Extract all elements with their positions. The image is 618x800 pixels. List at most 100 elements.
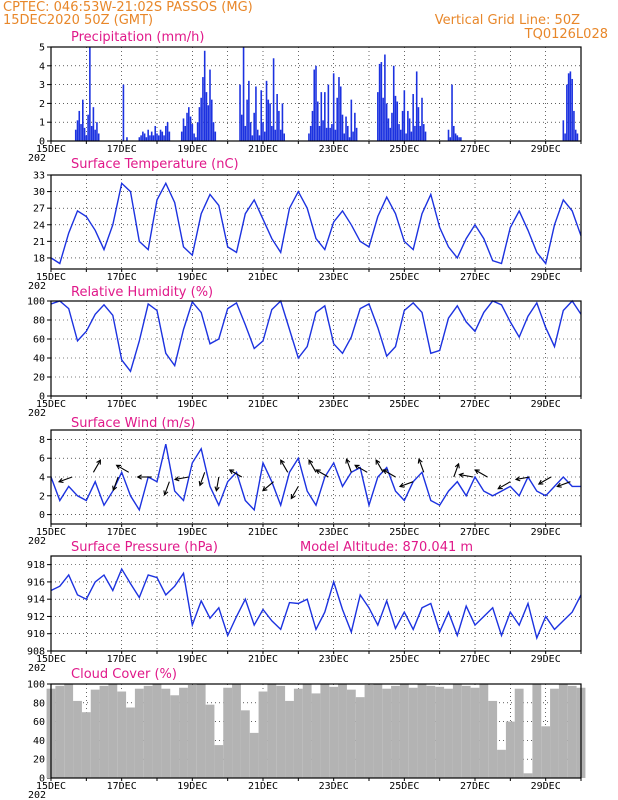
precip-bar (159, 129, 162, 141)
precip-bar (398, 124, 400, 141)
precip-bar (168, 131, 171, 141)
wind-plot-frame (50, 429, 582, 525)
wind-arrow-head (514, 476, 521, 482)
cloud-cover-bar (258, 691, 268, 778)
precip-bar (191, 124, 194, 141)
precip-bar (253, 112, 255, 141)
x-year-label: 202 (28, 663, 46, 674)
x-date-label: 15DEC (36, 527, 66, 538)
cloud-cover-bar (196, 684, 206, 778)
cloud-cover-bar (470, 687, 480, 778)
wind-arrow-head (290, 494, 296, 500)
x-date-label: 25DEC (389, 654, 419, 665)
x-date-label: 27DEC (460, 781, 490, 792)
cloud-cover-panel: Cloud Cover (%) 0 20 40 60 80 100 15DEC 17DEC 19D… (27, 667, 586, 800)
wind-arrow-head (112, 485, 118, 492)
y-tick-label: 914 (27, 595, 45, 606)
cloud-cover-bar (143, 685, 153, 778)
y-tick-label: 918 (27, 560, 45, 571)
x-date-label: 15DEC (36, 399, 66, 410)
y-tick-label: 908 (27, 647, 45, 658)
cloud-cover-bar (514, 688, 524, 778)
temp-panel-title: Surface Temperature (nC) (71, 157, 239, 172)
wind-arrow-head (497, 484, 503, 490)
x-date-label: 29DEC (531, 272, 561, 283)
precip-bar (331, 124, 333, 141)
precip-bar (389, 127, 391, 141)
x-date-label: 23DEC (319, 272, 349, 283)
precip-bar (90, 125, 93, 141)
precip-bar (156, 133, 158, 141)
precip-bar (267, 99, 270, 141)
x-date-label: 17DEC (107, 527, 137, 538)
y-tick-label: 8 (39, 435, 45, 446)
cloud-cover-bar (488, 700, 498, 778)
precip-bar (274, 129, 277, 141)
y-tick-label: 1 (39, 118, 45, 129)
temp-series-line (50, 181, 582, 266)
wind-arrow-head (308, 459, 314, 465)
y-tick-label: 0 (39, 774, 45, 785)
cloud-cover-bar (267, 684, 277, 778)
y-tick-label: 912 (27, 612, 45, 623)
precip-bar (203, 50, 206, 142)
precip-bar (202, 77, 204, 141)
precip-bar (157, 135, 160, 141)
precip-bar (377, 92, 379, 141)
precip-bar (200, 97, 202, 141)
y-tick-label: 20 (33, 755, 45, 766)
y-tick-label: 60 (33, 335, 45, 346)
precip-bar (403, 90, 406, 141)
relative-humidity-panel: Relative Humidity (%) 0 20 40 60 80 100 15DEC 17… (27, 285, 582, 419)
precip-bar (574, 129, 577, 141)
x-date-label: 29DEC (531, 781, 561, 792)
cloud-cover-bar (99, 685, 109, 778)
precip-bar (74, 129, 77, 141)
x-date-label: 15DEC (36, 654, 66, 665)
cloud-cover-bar (532, 684, 542, 778)
x-date-label: 17DEC (107, 654, 137, 665)
x-date-label: 25DEC (389, 781, 419, 792)
precip-bar (279, 129, 282, 141)
precip-bar (249, 122, 252, 141)
y-tick-label: 20 (33, 373, 45, 384)
precip-bar (320, 92, 323, 141)
precip-bar (412, 94, 414, 141)
wind-arrow-head (556, 482, 562, 488)
precip-bar (276, 94, 278, 141)
wind-arrow-head (345, 458, 351, 464)
x-date-label: 29DEC (531, 654, 561, 665)
precip-bar (313, 69, 316, 141)
precip-bar (456, 135, 459, 141)
precip-bar (184, 125, 187, 141)
precip-bar (214, 131, 217, 141)
x-date-label: 23DEC (319, 399, 349, 410)
precip-bar (424, 131, 427, 141)
wind-arrow (199, 472, 206, 486)
cloud-cover-bar (134, 688, 144, 778)
precip-bar (325, 127, 328, 141)
rh-plot-frame (50, 300, 582, 397)
cloud-cover-bar (408, 687, 418, 778)
x-date-label: 21DEC (248, 781, 278, 792)
precip-bar (451, 84, 453, 141)
wind-arrow (280, 459, 289, 473)
cloud-cover-bar (523, 773, 533, 778)
wind-arrow (474, 469, 488, 478)
precip-bar (265, 80, 268, 141)
precip-bar (242, 47, 245, 141)
x-date-label: 19DEC (177, 144, 207, 155)
precip-bar (256, 129, 259, 141)
wind-arrow (515, 476, 530, 480)
wind-arrow-head (115, 464, 122, 470)
cloud-cover-bar (179, 687, 188, 778)
precip-panel-title: Precipitation (mm/h) (71, 30, 204, 45)
wind-arrow (308, 459, 317, 473)
cloud-cover-bar (223, 687, 233, 778)
wind-arrow-head (228, 469, 235, 475)
cloud-cover-bar (187, 684, 197, 778)
wind-arrow (497, 481, 511, 490)
cloud-cover-bar (170, 695, 180, 778)
cloud-cover-bar (64, 684, 74, 778)
precip-bar (82, 99, 84, 141)
